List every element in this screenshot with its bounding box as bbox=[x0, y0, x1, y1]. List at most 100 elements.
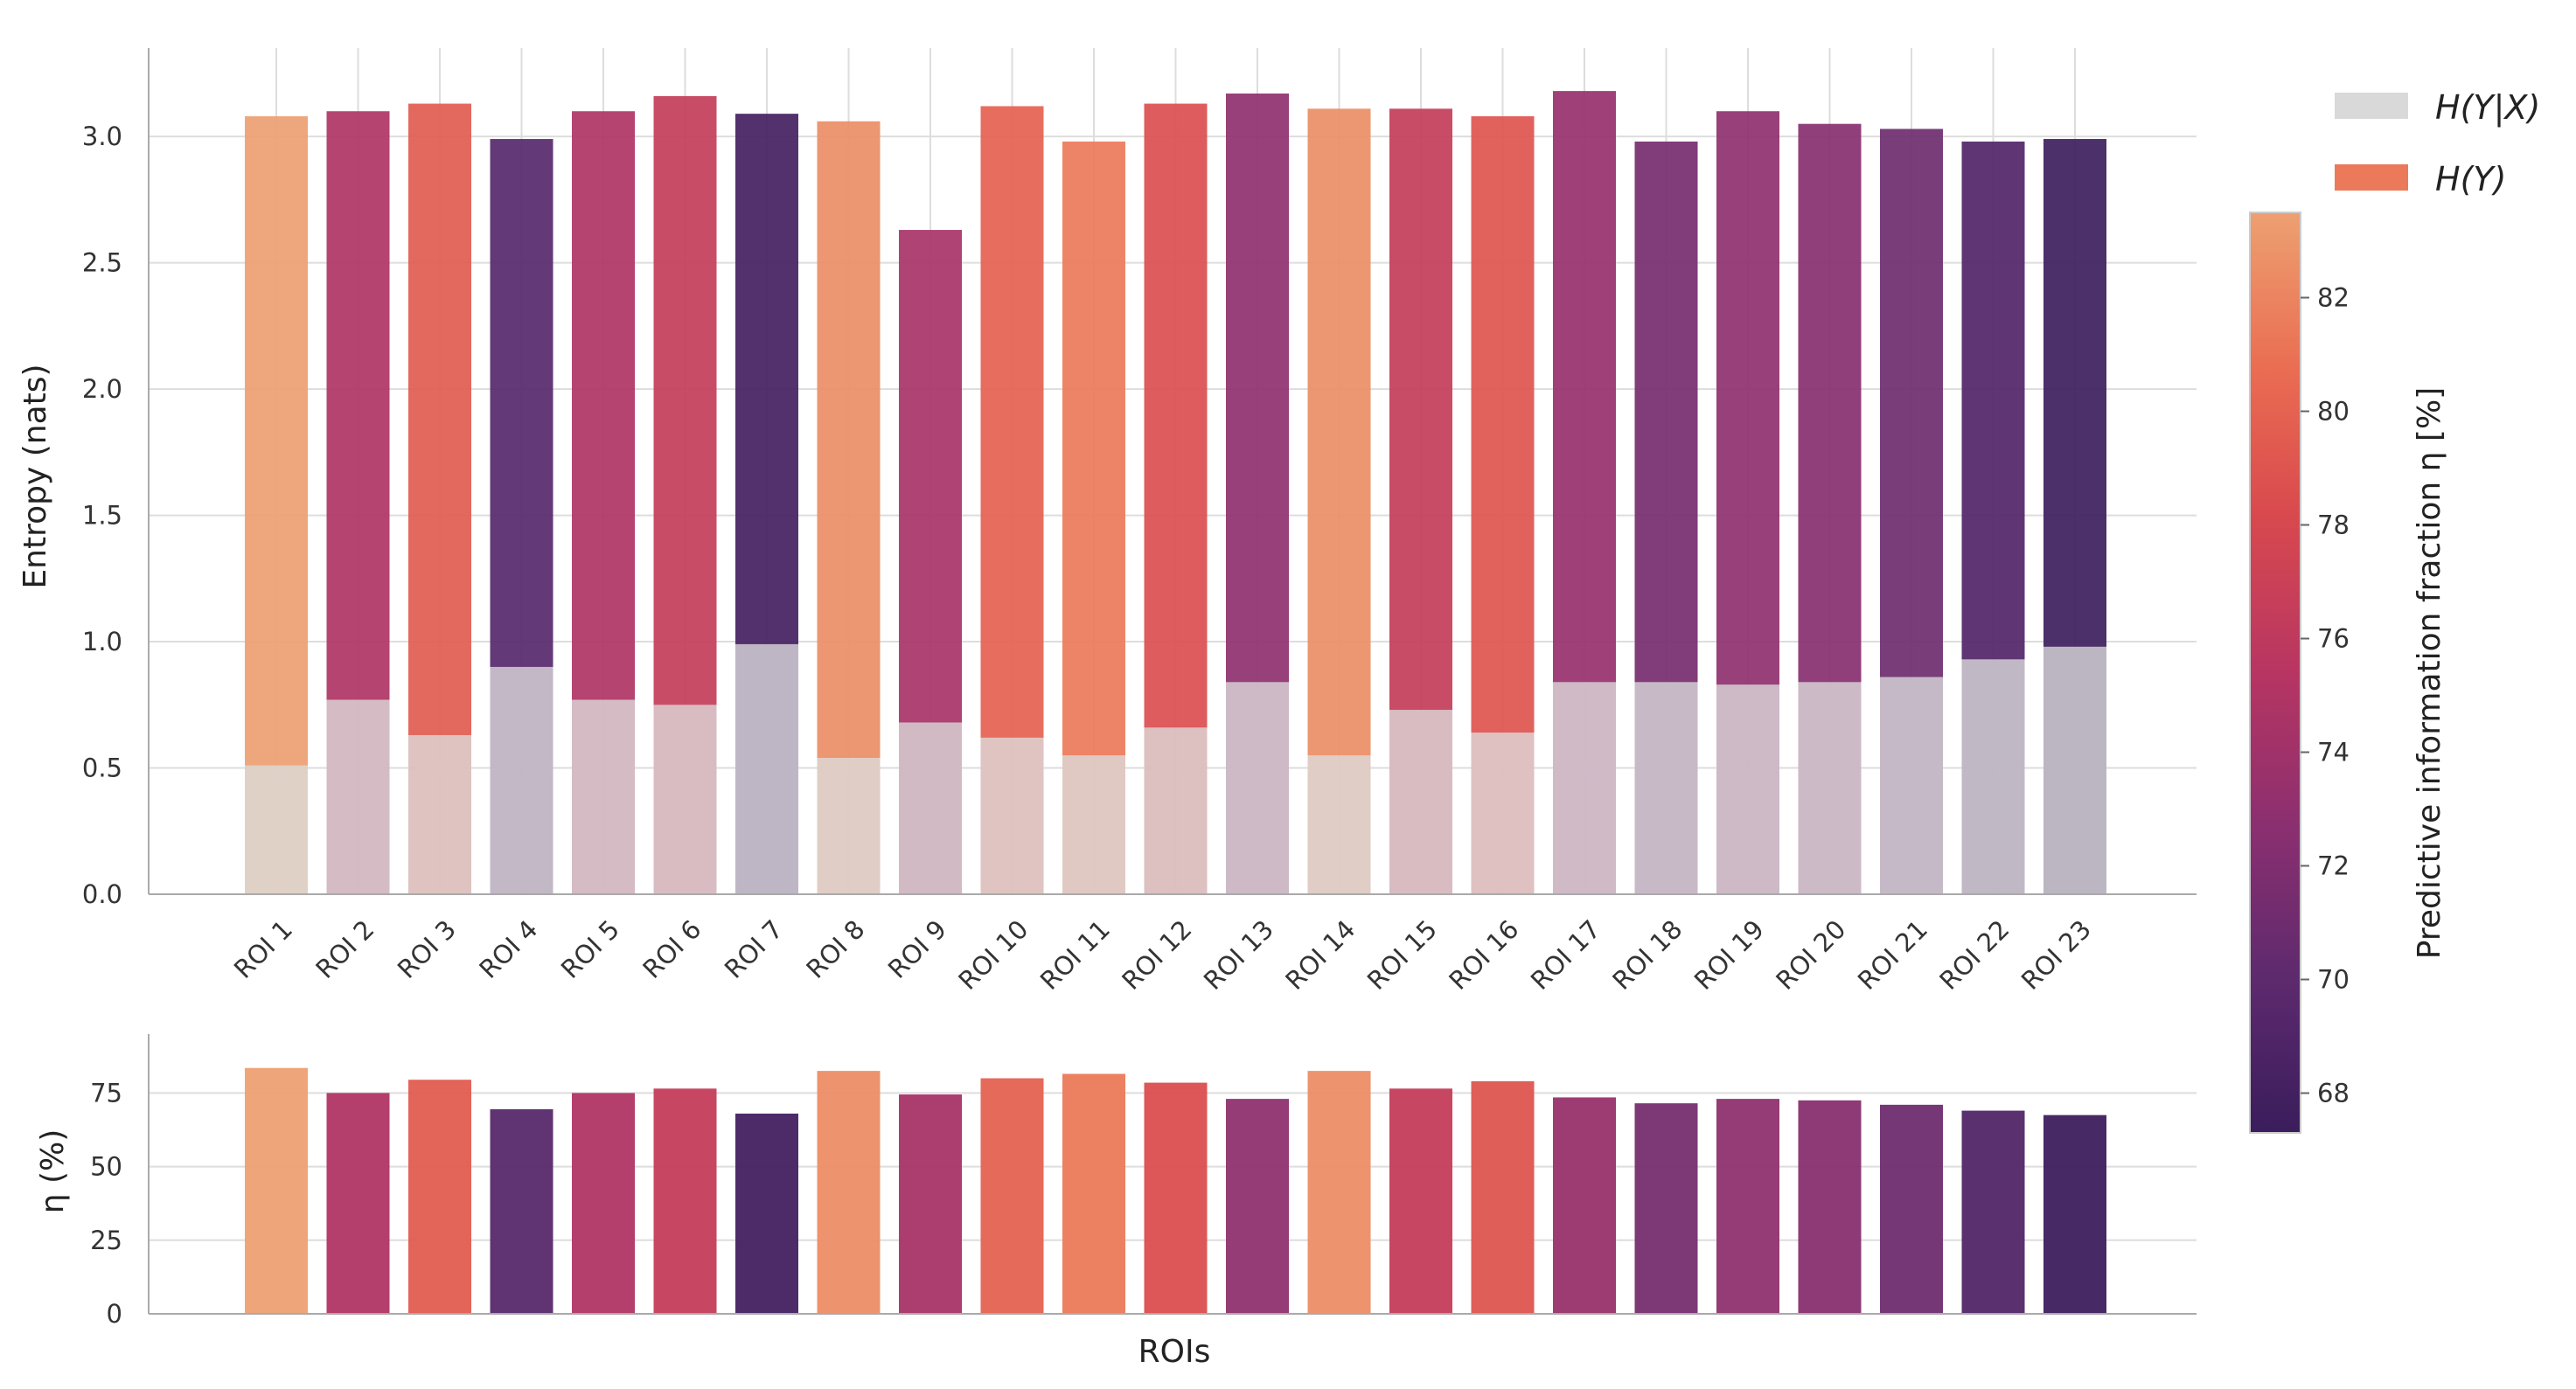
bar-eta bbox=[245, 1067, 308, 1314]
entropy-y-tick-label: 3.0 bbox=[82, 122, 122, 151]
roi-tick-label: ROI 21 bbox=[1852, 914, 1933, 996]
colorbar-tick-label: 80 bbox=[2317, 397, 2350, 427]
entropy-y-tick-label: 2.0 bbox=[82, 374, 122, 404]
bar-conditional-entropy bbox=[1880, 677, 1943, 894]
bar-eta bbox=[2043, 1115, 2106, 1314]
roi-tick-label: ROI 16 bbox=[1443, 914, 1524, 996]
colorbar-label: Predictive information fraction η [%] bbox=[2412, 387, 2447, 959]
bar-conditional-entropy bbox=[899, 722, 962, 894]
eta-bars bbox=[245, 1067, 2106, 1314]
legend: H(Y|X) H(Y) bbox=[2335, 88, 2540, 198]
eta-axes: 0 25 50 75 bbox=[90, 1034, 2197, 1329]
bar-marginal-entropy bbox=[245, 116, 308, 894]
bar-eta bbox=[735, 1113, 798, 1314]
eta-y-tick-label: 50 bbox=[90, 1152, 122, 1182]
colorbar-tick-label: 78 bbox=[2317, 510, 2350, 540]
colorbar-gradient bbox=[2249, 212, 2301, 1134]
roi-tick-label: ROI 10 bbox=[952, 914, 1034, 996]
bar-eta bbox=[408, 1080, 471, 1314]
entropy-y-axis-label: Entropy (nats) bbox=[17, 364, 53, 588]
bar-conditional-entropy bbox=[2043, 646, 2106, 894]
colorbar-tick-label: 72 bbox=[2317, 851, 2350, 881]
bar-eta bbox=[817, 1071, 881, 1314]
bar-eta bbox=[1716, 1099, 1779, 1314]
bar-conditional-entropy bbox=[817, 757, 881, 894]
roi-tick-label: ROI 3 bbox=[392, 914, 462, 984]
eta-y-tick-label: 0 bbox=[107, 1299, 122, 1329]
bar-conditional-entropy bbox=[1144, 727, 1208, 894]
roi-tick-label: ROI 15 bbox=[1361, 914, 1443, 996]
colorbar-tick-label: 68 bbox=[2317, 1079, 2350, 1108]
bar-conditional-entropy bbox=[653, 705, 717, 894]
bar-conditional-entropy bbox=[1389, 710, 1452, 894]
bar-eta bbox=[1226, 1099, 1289, 1314]
colorbar-ticks: 68 70 72 74 76 78 80 82 bbox=[2301, 283, 2350, 1108]
bar-eta bbox=[980, 1078, 1044, 1314]
bar-conditional-entropy bbox=[490, 666, 553, 894]
bar-eta bbox=[1553, 1097, 1616, 1314]
colorbar-tick-label: 74 bbox=[2317, 738, 2350, 767]
eta-y-tick-label: 75 bbox=[90, 1078, 122, 1108]
eta-x-axis-label: ROIs bbox=[1138, 1334, 1211, 1370]
bar-eta bbox=[1062, 1073, 1125, 1314]
roi-tick-label: ROI 14 bbox=[1279, 914, 1361, 996]
roi-tick-label: ROI 1 bbox=[228, 914, 298, 984]
legend-swatch-conditional bbox=[2335, 93, 2408, 119]
legend-swatch-marginal bbox=[2335, 164, 2408, 191]
roi-tick-label: ROI 9 bbox=[882, 914, 952, 984]
bar-eta bbox=[490, 1108, 553, 1314]
roi-tick-label: ROI 5 bbox=[555, 914, 625, 984]
bar-eta bbox=[1798, 1100, 1862, 1314]
bar-conditional-entropy bbox=[1471, 733, 1535, 894]
bar-eta bbox=[1389, 1088, 1452, 1314]
roi-tick-label: ROI 12 bbox=[1116, 914, 1197, 996]
bar-eta bbox=[1307, 1071, 1371, 1314]
legend-label-marginal: H(Y) bbox=[2435, 160, 2506, 198]
bar-eta bbox=[572, 1093, 635, 1314]
entropy-y-tick-label: 0.0 bbox=[82, 879, 122, 909]
eta-panel: 0 25 50 75 η (%) ROIs bbox=[35, 1034, 2197, 1370]
roi-tick-label: ROI 7 bbox=[719, 914, 789, 984]
eta-y-axis-label: η (%) bbox=[35, 1129, 71, 1214]
bar-conditional-entropy bbox=[1553, 682, 1616, 894]
bar-conditional-entropy bbox=[408, 734, 471, 894]
roi-tick-label: ROI 22 bbox=[1933, 914, 2015, 996]
entropy-bars bbox=[245, 91, 2106, 895]
bar-conditional-entropy bbox=[980, 737, 1044, 894]
roi-tick-label: ROI 18 bbox=[1606, 914, 1688, 996]
bar-conditional-entropy bbox=[735, 643, 798, 894]
roi-tick-label: ROI 6 bbox=[637, 914, 707, 984]
bar-conditional-entropy bbox=[1307, 755, 1371, 894]
roi-tick-label: ROI 4 bbox=[473, 914, 543, 984]
bar-conditional-entropy bbox=[1062, 755, 1125, 894]
bar-eta bbox=[1961, 1110, 2025, 1314]
roi-tick-label: ROI 11 bbox=[1034, 914, 1116, 996]
bar-conditional-entropy bbox=[245, 765, 308, 894]
legend-label-conditional: H(Y|X) bbox=[2435, 88, 2540, 128]
bar-eta bbox=[326, 1093, 390, 1314]
entropy-y-tick-label: 0.5 bbox=[82, 754, 122, 783]
roi-tick-label: ROI 2 bbox=[310, 914, 379, 984]
entropy-y-tick-label: 2.5 bbox=[82, 248, 122, 278]
bar-conditional-entropy bbox=[1798, 682, 1862, 894]
bar-eta bbox=[899, 1094, 962, 1314]
bar-eta bbox=[1880, 1104, 1943, 1314]
bar-eta bbox=[653, 1088, 717, 1314]
bar-eta bbox=[1634, 1103, 1698, 1314]
bar-conditional-entropy bbox=[1716, 684, 1779, 894]
bar-conditional-entropy bbox=[1634, 682, 1698, 894]
roi-tick-label: ROI 17 bbox=[1525, 914, 1606, 996]
roi-tick-label: ROI 23 bbox=[2016, 914, 2097, 996]
entropy-y-tick-label: 1.0 bbox=[82, 627, 122, 656]
bar-conditional-entropy bbox=[1961, 659, 2025, 894]
bar-eta bbox=[1144, 1082, 1208, 1314]
colorbar: 68 70 72 74 76 78 80 82 Predictive information … bbox=[2249, 212, 2447, 1134]
bar-conditional-entropy bbox=[1226, 682, 1289, 894]
colorbar-tick-label: 76 bbox=[2317, 624, 2350, 654]
eta-y-tick-label: 25 bbox=[90, 1226, 122, 1255]
roi-tick-label: ROI 8 bbox=[800, 914, 870, 984]
bar-eta bbox=[1471, 1080, 1535, 1314]
